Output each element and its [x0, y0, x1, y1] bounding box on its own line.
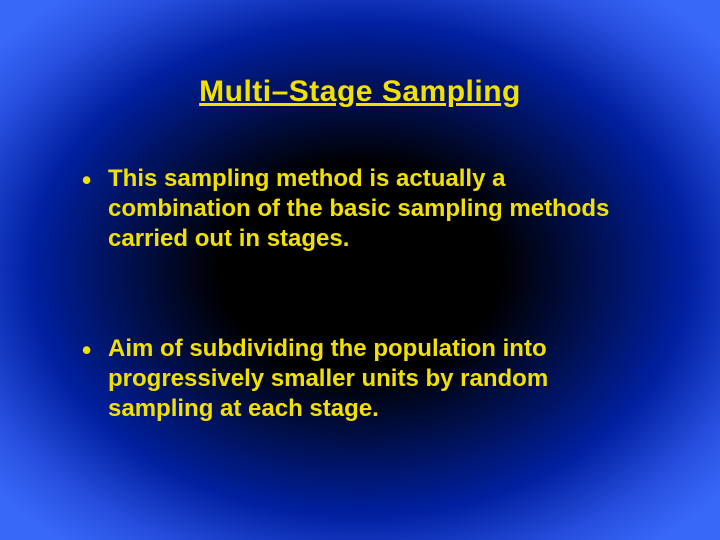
bullet-list: This sampling method is actually a combi… [70, 164, 650, 424]
presentation-slide: Multi–Stage Sampling This sampling metho… [0, 0, 720, 540]
bullet-item: Aim of subdividing the population into p… [80, 334, 650, 424]
bullet-item: This sampling method is actually a combi… [80, 164, 650, 254]
slide-title: Multi–Stage Sampling [70, 75, 650, 109]
